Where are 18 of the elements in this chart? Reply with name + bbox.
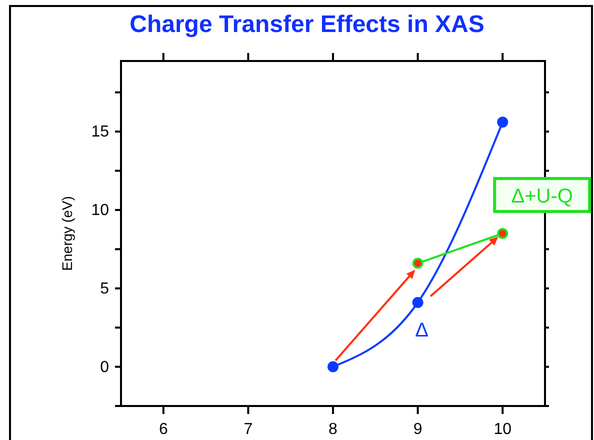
x-tick-label: 9	[413, 421, 422, 438]
y-tick-label: 5	[100, 280, 110, 298]
chart-title: Charge Transfer Effects in XAS	[130, 11, 484, 38]
point	[328, 361, 338, 372]
point	[412, 297, 424, 308]
point	[497, 228, 508, 239]
y-tick-label: 10	[91, 202, 110, 219]
x-tick-label: 8	[328, 421, 338, 438]
y-tick-label: 15	[91, 124, 110, 141]
y-tick-label: 0	[100, 358, 110, 376]
series-label: Δ	[415, 320, 428, 342]
x-tick-label: 7	[244, 421, 253, 438]
point	[497, 116, 508, 128]
y-axis-title: Energy (eV)	[59, 196, 75, 271]
x-tick-label: 6	[158, 421, 168, 438]
series-label: Δ+U-Q	[511, 186, 573, 208]
x-tick-label: 10	[494, 421, 512, 438]
point	[412, 258, 424, 269]
